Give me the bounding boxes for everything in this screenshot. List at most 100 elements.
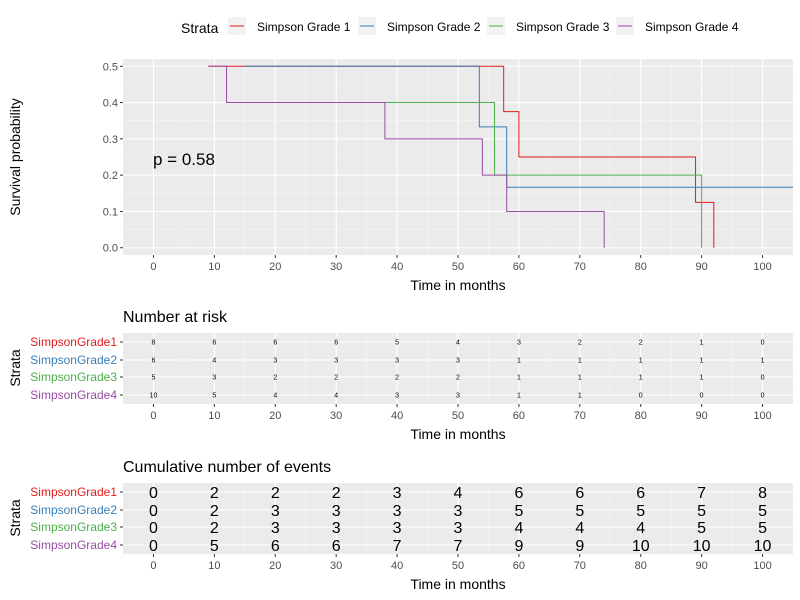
risk-cell: 3 bbox=[334, 358, 338, 365]
event-cell: 4 bbox=[514, 520, 523, 537]
event-cell: 6 bbox=[514, 485, 523, 502]
risk-cell: 2 bbox=[395, 375, 399, 382]
legend-label-1: Simpson Grade 1 bbox=[257, 20, 351, 34]
legend-label-3: Simpson Grade 3 bbox=[516, 20, 610, 34]
event-cell: 0 bbox=[149, 520, 158, 537]
survival-y-axis-title: Survival probability bbox=[7, 98, 23, 216]
km-x-tick-label: 70 bbox=[574, 261, 586, 273]
events-table: Cumulative number of events 0 2 2 2 3 4 6 6 6 7 80… bbox=[7, 459, 793, 592]
event-x-tick-label: 0 bbox=[150, 560, 156, 572]
km-y-tick-label: 0.2 bbox=[103, 170, 118, 182]
event-strata-label-3: SimpsonGrade3 bbox=[30, 520, 117, 534]
event-cell: 3 bbox=[393, 485, 402, 502]
risk-cell: 3 bbox=[395, 393, 399, 400]
risk-strata-label-2: SimpsonGrade2 bbox=[30, 353, 117, 367]
event-cell: 10 bbox=[693, 538, 711, 555]
risk-cell: 1 bbox=[517, 375, 521, 382]
event-cell: 5 bbox=[210, 538, 219, 555]
event-x-tick-label: 100 bbox=[753, 560, 771, 572]
km-x-tick-label: 30 bbox=[330, 261, 342, 273]
event-cell: 0 bbox=[149, 485, 158, 502]
event-cell: 6 bbox=[271, 538, 280, 555]
risk-cell: 2 bbox=[273, 375, 277, 382]
km-x-tick-label: 50 bbox=[452, 261, 464, 273]
event-cell: 3 bbox=[332, 520, 341, 537]
event-x-tick-label: 90 bbox=[696, 560, 708, 572]
km-curve-grade-4 bbox=[208, 65, 605, 248]
risk-cell: 1 bbox=[639, 375, 643, 382]
risk-x-tick-label: 60 bbox=[513, 410, 525, 422]
event-cell: 8 bbox=[758, 485, 767, 502]
event-cell: 6 bbox=[575, 485, 584, 502]
risk-x-tick-label: 50 bbox=[452, 410, 464, 422]
legend: Strata Simpson Grade 1 Simpson Grade 2 Sim… bbox=[181, 17, 739, 36]
event-cell: 9 bbox=[575, 538, 584, 555]
risk-cell: 3 bbox=[456, 393, 460, 400]
km-x-tick-label: 10 bbox=[208, 261, 220, 273]
legend-label-2: Simpson Grade 2 bbox=[387, 20, 481, 34]
risk-cell: 6 bbox=[212, 340, 216, 347]
event-cell: 0 bbox=[149, 503, 158, 520]
event-strata-label-4: SimpsonGrade4 bbox=[30, 538, 117, 552]
risk-x-tick-label: 100 bbox=[753, 410, 771, 422]
events-x-axis-title: Time in months bbox=[410, 576, 505, 592]
km-y-tick-label: 0.1 bbox=[103, 206, 118, 218]
risk-x-tick-label: 30 bbox=[330, 410, 342, 422]
risk-cell: 1 bbox=[517, 393, 521, 400]
risk-cell: 1 bbox=[761, 358, 765, 365]
survival-x-axis-title: Time in months bbox=[410, 277, 505, 293]
risk-cell: 0 bbox=[761, 393, 765, 400]
km-x-tick-label: 0 bbox=[150, 261, 156, 273]
event-x-tick-label: 40 bbox=[391, 560, 403, 572]
risk-cell: 4 bbox=[212, 358, 216, 365]
event-x-tick-label: 80 bbox=[635, 560, 647, 572]
event-cell: 5 bbox=[575, 503, 584, 520]
risk-cell: 3 bbox=[456, 358, 460, 365]
risk-strata-label-4: SimpsonGrade4 bbox=[30, 388, 117, 402]
km-curve-grade-2 bbox=[244, 65, 793, 188]
risk-cell: 3 bbox=[212, 375, 216, 382]
event-cell: 7 bbox=[697, 485, 706, 502]
event-strata-label-1: SimpsonGrade1 bbox=[30, 485, 117, 499]
event-cell: 7 bbox=[454, 538, 463, 555]
event-cell: 4 bbox=[575, 520, 584, 537]
risk-cell: 0 bbox=[639, 393, 643, 400]
risk-cell: 0 bbox=[761, 340, 765, 347]
event-cell: 9 bbox=[514, 538, 523, 555]
risk-strata-label-1: SimpsonGrade1 bbox=[30, 335, 117, 349]
km-x-tick-label: 60 bbox=[513, 261, 525, 273]
event-cell: 3 bbox=[271, 503, 280, 520]
km-x-tick-label: 80 bbox=[635, 261, 647, 273]
risk-cell: 8 bbox=[152, 340, 156, 347]
events-table-title: Cumulative number of events bbox=[123, 459, 331, 476]
risk-cell: 6 bbox=[152, 358, 156, 365]
event-cell: 5 bbox=[636, 503, 645, 520]
risk-cell: 10 bbox=[150, 393, 158, 400]
survival-plot: p = 0.58 0.0 0.1 0.2 0.3 0.4 0.5 0 10 20 30 40 50 6… bbox=[7, 59, 793, 293]
risk-cell: 1 bbox=[700, 375, 704, 382]
risk-x-tick-label: 90 bbox=[696, 410, 708, 422]
risk-cell: 3 bbox=[273, 358, 277, 365]
event-cell: 2 bbox=[210, 503, 219, 520]
risk-cell: 4 bbox=[273, 393, 277, 400]
event-cell: 3 bbox=[393, 520, 402, 537]
event-cell: 5 bbox=[758, 503, 767, 520]
event-cell: 3 bbox=[393, 503, 402, 520]
event-cell: 5 bbox=[758, 520, 767, 537]
event-cell: 2 bbox=[210, 485, 219, 502]
risk-cell: 3 bbox=[395, 358, 399, 365]
event-cell: 4 bbox=[454, 485, 463, 502]
event-x-tick-label: 30 bbox=[330, 560, 342, 572]
risk-x-tick-label: 70 bbox=[574, 410, 586, 422]
event-strata-label-2: SimpsonGrade2 bbox=[30, 503, 117, 517]
risk-cell: 1 bbox=[517, 358, 521, 365]
event-cell: 3 bbox=[271, 520, 280, 537]
event-x-tick-label: 50 bbox=[452, 560, 464, 572]
risk-cell: 2 bbox=[334, 375, 338, 382]
risk-cell: 1 bbox=[578, 393, 582, 400]
event-cell: 7 bbox=[393, 538, 402, 555]
event-x-tick-label: 70 bbox=[574, 560, 586, 572]
risk-cell: 0 bbox=[761, 375, 765, 382]
km-y-tick-label: 0.0 bbox=[103, 243, 118, 255]
